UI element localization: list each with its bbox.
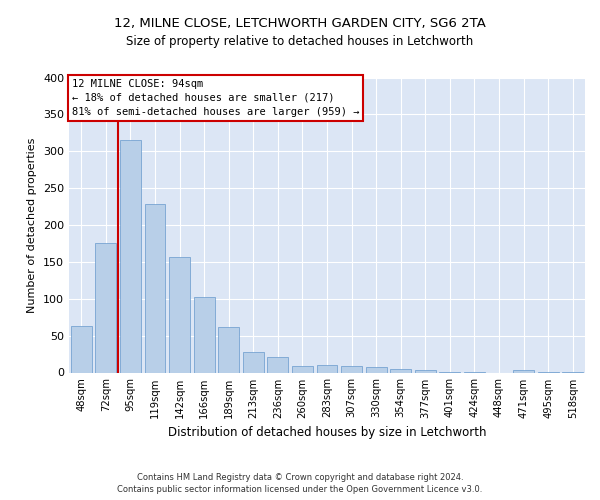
Bar — [71, 326, 92, 372]
Text: Size of property relative to detached houses in Letchworth: Size of property relative to detached ho… — [127, 35, 473, 48]
Text: 12 MILNE CLOSE: 94sqm
← 18% of detached houses are smaller (217)
81% of semi-det: 12 MILNE CLOSE: 94sqm ← 18% of detached … — [71, 79, 359, 117]
Bar — [317, 365, 337, 372]
Text: Contains HM Land Registry data © Crown copyright and database right 2024.
Contai: Contains HM Land Registry data © Crown c… — [118, 472, 482, 494]
X-axis label: Distribution of detached houses by size in Letchworth: Distribution of detached houses by size … — [168, 426, 486, 439]
Bar — [292, 366, 313, 372]
Bar — [120, 140, 141, 372]
Bar — [415, 370, 436, 372]
Bar — [218, 327, 239, 372]
Bar — [243, 352, 264, 372]
Bar — [95, 244, 116, 372]
Bar — [513, 370, 534, 372]
Y-axis label: Number of detached properties: Number of detached properties — [28, 138, 37, 312]
Bar — [145, 204, 166, 372]
Bar — [365, 368, 386, 372]
Bar — [169, 256, 190, 372]
Bar — [390, 369, 411, 372]
Bar — [268, 357, 289, 372]
Bar — [194, 298, 215, 372]
Bar — [341, 366, 362, 372]
Text: 12, MILNE CLOSE, LETCHWORTH GARDEN CITY, SG6 2TA: 12, MILNE CLOSE, LETCHWORTH GARDEN CITY,… — [114, 18, 486, 30]
